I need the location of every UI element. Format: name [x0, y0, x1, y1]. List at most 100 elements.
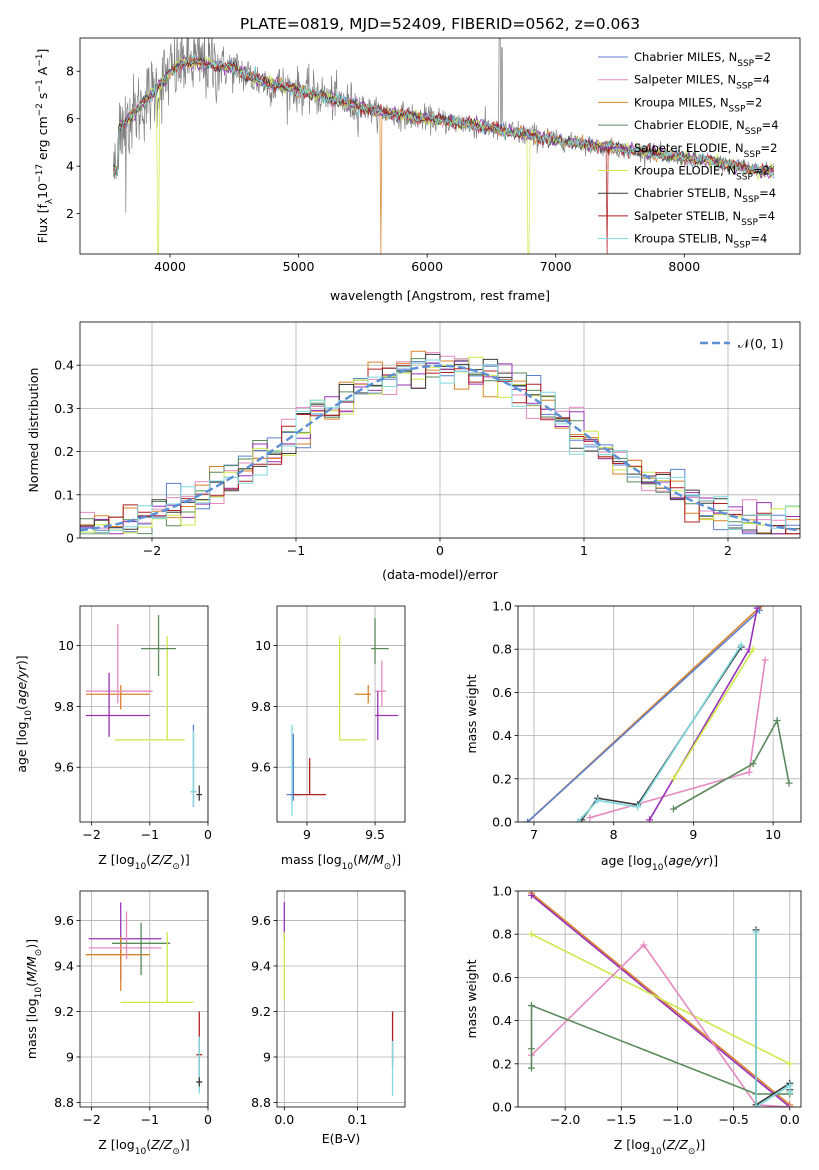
legend-name: Kroupa MILES, N [634, 95, 729, 109]
label-part: 10 [135, 1147, 147, 1157]
axes-frame [276, 605, 406, 823]
x-tick-label: 9 [689, 827, 697, 842]
label-part: ⊙ [688, 1147, 696, 1157]
x-tick-label: 0 [204, 827, 212, 842]
y-tick-label: 8 [66, 64, 74, 79]
x-axis-label: Z [log10(Z/Z⊙)] [98, 852, 189, 872]
label-part: ( [663, 853, 668, 868]
label-part: ⊙ [172, 862, 180, 872]
label-part: )] [180, 1137, 190, 1152]
label-part: ⊙ [34, 949, 44, 957]
legend-val: =4 [753, 73, 770, 87]
y-tick-label: 0.2 [492, 1056, 512, 1071]
weight-marker [752, 1103, 760, 1107]
x-tick-label: 0.0 [274, 1112, 294, 1127]
x-tick-label: −2 [82, 1112, 100, 1127]
label-part: age/yr [14, 664, 29, 705]
weight-marker [634, 803, 642, 811]
legend-name: Chabrier MILES, N [634, 50, 737, 64]
y-axis-label: mass weight [464, 959, 479, 1038]
label-part: A [35, 66, 50, 79]
legend-val: =4 [750, 232, 767, 246]
x-tick-label: −1.0 [662, 1112, 692, 1127]
legend-name: Kroupa STELIB, N [634, 232, 734, 246]
y-tick-label: 9.4 [54, 959, 74, 974]
legend-label: Kroupa ELODIE, NSSP=2 [634, 164, 770, 183]
y-tick-label: 0.2 [54, 444, 74, 459]
legend-name: Chabrier ELODIE, N [634, 118, 745, 132]
weight-line-chabrier-stelib [581, 646, 742, 821]
weight-line-chabrier-miles [527, 609, 761, 822]
weight-marker [527, 930, 535, 938]
label-part: −2 [35, 103, 45, 116]
x-tick-label: 0 [204, 1112, 212, 1127]
legend-name: Salpeter STELIB, N [634, 209, 741, 223]
x-tick-label: 1 [580, 543, 588, 558]
plot-area-age_vs_Z [85, 615, 203, 807]
x-tick-label: 8 [610, 827, 618, 842]
x-tick-label: −1 [287, 543, 305, 558]
y-axis-label: mass [log10(M/M⊙)] [24, 939, 44, 1059]
weight-marker [753, 606, 761, 612]
weight-line-chabrier-stelib [755, 929, 791, 1107]
y-axis-label: Flux [fλ10−17 erg cm−2 s−1 A−1] [35, 49, 55, 244]
weight-line-kroupa-elodie [672, 648, 754, 780]
legend-val: =2 [754, 50, 771, 64]
weight-marker [527, 1001, 535, 1009]
legend-val: =4 [758, 209, 775, 223]
x-tick-label: 7000 [540, 259, 572, 274]
label-part: Z/Z [150, 852, 173, 867]
x-tick-label: 2 [724, 543, 732, 558]
weight-marker [527, 1045, 535, 1053]
y-tick-label: 0.4 [54, 358, 74, 373]
y-tick-label: 0.2 [492, 771, 512, 786]
y-tick-label: 1.0 [492, 884, 512, 899]
histogram-salpeter-miles [80, 352, 800, 530]
axes-frame [276, 890, 406, 1108]
label-part: ( [24, 982, 39, 987]
label-part: )] [708, 853, 718, 868]
panel-weight_vs_age: 7 8 9 10 0.0 0.2 0.4 0.6 0.8 1.0 mass weight age [l… [464, 599, 802, 873]
legend-val: =4 [759, 186, 776, 200]
x-axis-label: wavelength [Angstrom, rest frame] [330, 288, 550, 303]
weight-marker [786, 1060, 794, 1068]
y-tick-label: 9 [66, 1049, 74, 1064]
plot-area-weight_vs_age [524, 606, 793, 822]
plot-area-age_vs_mass [286, 618, 399, 816]
y-tick-label: 9 [263, 1049, 271, 1064]
legend-label: Kroupa STELIB, NSSP=4 [634, 232, 767, 251]
legend-sub: SSP [745, 127, 762, 137]
legend-name: Chabrier STELIB, N [634, 186, 742, 200]
legend-sub: SSP [736, 173, 753, 183]
legend-sub: SSP [737, 59, 754, 69]
label-part: )] [14, 655, 29, 665]
plot-area-spectrum [113, 38, 775, 254]
label-part: age/yr [668, 853, 709, 868]
weight-line-salpeter-miles [530, 943, 790, 1107]
model-spectrum-kroupa-stelib [113, 52, 775, 179]
y-tick-label: 8.8 [251, 1095, 271, 1110]
y-tick-label: 0.6 [492, 970, 512, 985]
label-part: ( [146, 852, 151, 867]
label-part: −1 [35, 79, 45, 92]
weight-marker [669, 775, 677, 783]
plot-area-residuals [80, 350, 800, 535]
x-tick-label: −2.0 [550, 1112, 580, 1127]
label-part: ( [353, 852, 358, 867]
legend-sub: SSP [742, 195, 759, 205]
label-part: erg cm [35, 116, 50, 164]
x-axis-label: age [log10(age/yr)] [601, 853, 718, 873]
x-axis-label: mass [log10(M/M⊙)] [281, 852, 401, 872]
label-part: M/M [358, 852, 384, 867]
x-tick-label: −0.5 [718, 1112, 748, 1127]
x-tick-label: 4000 [154, 259, 186, 274]
label-part: Normed distribution [26, 368, 41, 493]
y-axis-label: age [log10(age/yr)] [14, 655, 34, 772]
panel-residuals: −2 −1 0 1 2 0 0.1 0.2 0.3 0.4 (data-model)/error No… [26, 321, 801, 582]
data-spectrum [113, 38, 775, 213]
legend-sub: SSP [744, 150, 761, 160]
weight-marker [594, 796, 602, 804]
panel-spectrum: 4000 5000 6000 7000 8000 2 4 6 8 wavelength [Angs… [35, 37, 801, 303]
